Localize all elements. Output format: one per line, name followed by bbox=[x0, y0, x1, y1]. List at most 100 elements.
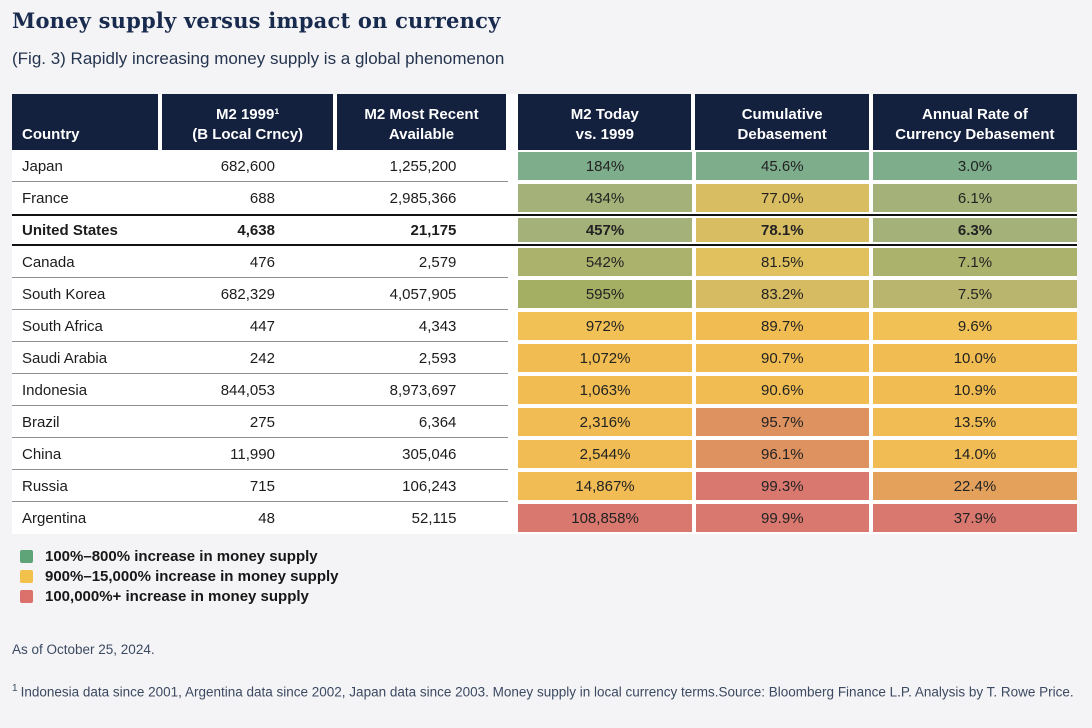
cell-country: Russia bbox=[12, 470, 159, 502]
cell-m2-1999: 242 bbox=[162, 342, 333, 374]
column-header-country: Country bbox=[12, 94, 159, 150]
cell-country: Brazil bbox=[12, 406, 159, 438]
cell-m2-1999: 48 bbox=[162, 502, 333, 534]
cell-m2-recent: 21,175 bbox=[336, 216, 507, 244]
cell-m2-recent: 305,046 bbox=[336, 438, 507, 470]
cell-country: France bbox=[12, 182, 159, 214]
cell-annual-debasement: 3.0% bbox=[872, 150, 1078, 182]
cell-m2-today: 1,072% bbox=[518, 342, 692, 374]
cell-country: South Africa bbox=[12, 310, 159, 342]
cell-annual-debasement: 7.5% bbox=[872, 278, 1078, 310]
cell-country: Argentina bbox=[12, 502, 159, 534]
cell-m2-today-value: 2,316% bbox=[518, 408, 692, 436]
legend-item-0: 100%–800% increase in money supply bbox=[20, 546, 1080, 566]
cell-country: South Korea bbox=[12, 278, 159, 310]
legend-item-1: 900%–15,000% increase in money supply bbox=[20, 566, 1080, 586]
cell-country: United States bbox=[12, 216, 159, 244]
column-header-line1: Country bbox=[22, 126, 80, 144]
cell-m2-today-value: 184% bbox=[518, 152, 692, 180]
cell-m2-1999: 11,990 bbox=[162, 438, 333, 470]
cell-annual-debasement-value: 37.9% bbox=[872, 504, 1078, 532]
cell-m2-today: 2,316% bbox=[518, 406, 692, 438]
cell-annual-debasement-value: 7.1% bbox=[872, 248, 1078, 276]
cell-annual-debasement: 9.6% bbox=[872, 310, 1078, 342]
source-footnote: 1 Indonesia data since 2001, Argentina da… bbox=[12, 671, 1080, 710]
cell-m2-recent: 106,243 bbox=[336, 470, 507, 502]
column-header-m2-1999: M2 1999¹ (B Local Crncy) bbox=[162, 94, 333, 150]
cell-cumulative-debasement: 90.7% bbox=[695, 342, 869, 374]
cell-annual-debasement-value: 3.0% bbox=[872, 152, 1078, 180]
cell-cumulative-debasement-value: 99.3% bbox=[695, 472, 869, 500]
cell-m2-recent: 2,985,366 bbox=[336, 182, 507, 214]
cell-annual-debasement-value: 10.0% bbox=[872, 344, 1078, 372]
table-row-south-africa: South Africa 447 4,343 972% 89.7% 9.6% bbox=[12, 310, 1078, 342]
column-header-line1: M2 Today bbox=[570, 106, 639, 124]
table-row-russia: Russia 715 106,243 14,867% 99.3% 22.4% bbox=[12, 470, 1078, 502]
cell-m2-today: 1,063% bbox=[518, 374, 692, 406]
cell-cumulative-debasement: 78.1% bbox=[695, 216, 869, 244]
column-header-line1: M2 1999¹ bbox=[215, 106, 280, 124]
cell-m2-recent: 2,593 bbox=[336, 342, 507, 374]
cell-m2-today-value: 14,867% bbox=[518, 472, 692, 500]
cell-cumulative-debasement-value: 99.9% bbox=[695, 504, 869, 532]
cell-cumulative-debasement-value: 77.0% bbox=[695, 184, 869, 212]
cell-cumulative-debasement-value: 83.2% bbox=[695, 280, 869, 308]
cell-m2-recent: 52,115 bbox=[336, 502, 507, 534]
column-header-line1: Annual Rate of bbox=[921, 106, 1028, 124]
cell-m2-1999: 4,638 bbox=[162, 216, 333, 244]
cell-annual-debasement: 13.5% bbox=[872, 406, 1078, 438]
figure-title: Money supply versus impact on currency bbox=[12, 8, 501, 33]
cell-annual-debasement: 10.9% bbox=[872, 374, 1078, 406]
footnote-marker: 1 bbox=[12, 683, 18, 694]
cell-m2-today: 184% bbox=[518, 150, 692, 182]
figure-subtitle: (Fig. 3) Rapidly increasing money supply… bbox=[12, 49, 505, 68]
cell-cumulative-debasement: 77.0% bbox=[695, 182, 869, 214]
cell-m2-today-value: 972% bbox=[518, 312, 692, 340]
cell-m2-today: 457% bbox=[518, 216, 692, 244]
cell-m2-today: 2,544% bbox=[518, 438, 692, 470]
column-header-line2: Currency Debasement bbox=[895, 126, 1055, 144]
cell-m2-recent: 8,973,697 bbox=[336, 374, 507, 406]
cell-cumulative-debasement-value: 96.1% bbox=[695, 440, 869, 468]
cell-annual-debasement: 14.0% bbox=[872, 438, 1078, 470]
figure-container: Money supply versus impact on currency (… bbox=[12, 8, 1080, 710]
column-header-line2: Available bbox=[388, 126, 455, 144]
cell-m2-today-value: 2,544% bbox=[518, 440, 692, 468]
cell-m2-1999: 682,600 bbox=[162, 150, 333, 182]
cell-cumulative-debasement: 96.1% bbox=[695, 438, 869, 470]
column-header-m2-today: M2 Today vs. 1999 bbox=[518, 94, 692, 150]
legend-label: 100%–800% increase in money supply bbox=[45, 547, 318, 565]
cell-annual-debasement: 7.1% bbox=[872, 246, 1078, 278]
as-of-note: As of October 25, 2024. bbox=[12, 642, 155, 657]
cell-m2-1999: 715 bbox=[162, 470, 333, 502]
column-header-line2: (B Local Crncy) bbox=[192, 126, 304, 144]
cell-annual-debasement-value: 6.1% bbox=[872, 184, 1078, 212]
cell-annual-debasement-value: 13.5% bbox=[872, 408, 1078, 436]
cell-country: Canada bbox=[12, 246, 159, 278]
table-row-china: China 11,990 305,046 2,544% 96.1% 14.0% bbox=[12, 438, 1078, 470]
column-header-line1: Cumulative bbox=[741, 106, 823, 124]
cell-annual-debasement-value: 22.4% bbox=[872, 472, 1078, 500]
cell-m2-recent: 2,579 bbox=[336, 246, 507, 278]
cell-m2-today-value: 457% bbox=[518, 218, 692, 242]
cell-m2-1999: 275 bbox=[162, 406, 333, 438]
column-header-line2: vs. 1999 bbox=[575, 126, 635, 144]
cell-cumulative-debasement-value: 45.6% bbox=[695, 152, 869, 180]
table-row-indonesia: Indonesia 844,053 8,973,697 1,063% 90.6% 10.9… bbox=[12, 374, 1078, 406]
cell-m2-today-value: 434% bbox=[518, 184, 692, 212]
cell-m2-recent: 1,255,200 bbox=[336, 150, 507, 182]
cell-annual-debasement: 10.0% bbox=[872, 342, 1078, 374]
legend-swatch-icon bbox=[20, 589, 33, 603]
cell-m2-today: 434% bbox=[518, 182, 692, 214]
cell-m2-1999: 476 bbox=[162, 246, 333, 278]
cell-cumulative-debasement-value: 90.6% bbox=[695, 376, 869, 404]
legend-label: 100,000%+ increase in money supply bbox=[45, 587, 309, 605]
cell-m2-today-value: 542% bbox=[518, 248, 692, 276]
cell-annual-debasement-value: 7.5% bbox=[872, 280, 1078, 308]
table-row-france: France 688 2,985,366 434% 77.0% 6.1% bbox=[12, 182, 1078, 214]
cell-country: Saudi Arabia bbox=[12, 342, 159, 374]
cell-cumulative-debasement: 83.2% bbox=[695, 278, 869, 310]
cell-cumulative-debasement: 95.7% bbox=[695, 406, 869, 438]
cell-annual-debasement-value: 14.0% bbox=[872, 440, 1078, 468]
